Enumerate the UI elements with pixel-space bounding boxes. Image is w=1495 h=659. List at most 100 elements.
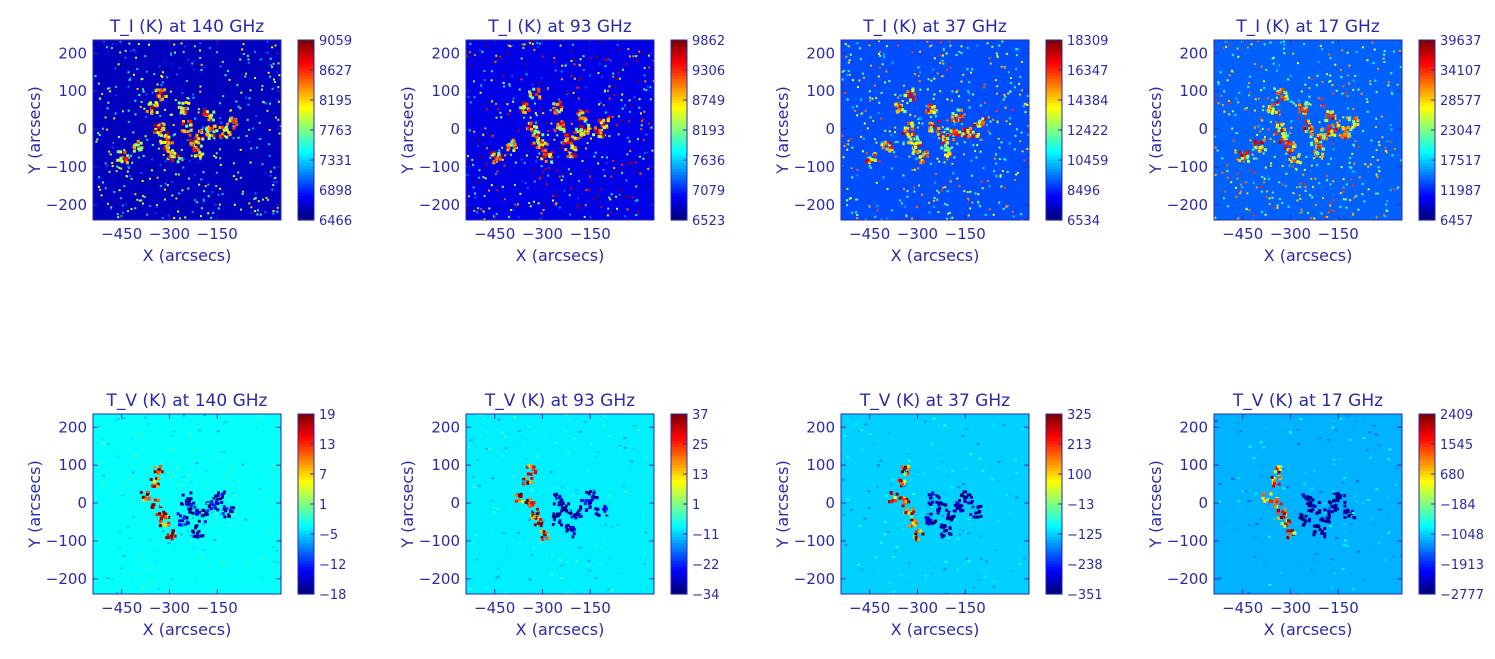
heatmap-pixel [930,79,933,82]
heatmap-pixel [855,211,857,214]
heatmap-pixel [652,80,654,83]
heatmap-pixel [203,200,205,203]
heatmap-pixel [919,161,923,165]
heatmap-pixel [1328,525,1332,527]
heatmap-pixel [275,463,279,466]
heatmap-pixel [1384,215,1387,218]
heatmap-pixel [850,138,853,141]
heatmap-pixel [510,140,514,144]
colorbar-segment [1046,142,1062,146]
heatmap-pixel [242,190,244,193]
heatmap-pixel [929,503,933,506]
heatmap-pixel [483,79,486,81]
heatmap-pixel [999,174,1002,177]
heatmap-pixel [589,175,592,178]
heatmap-pixel [898,496,902,500]
heatmap-pixel [945,52,948,55]
heatmap-pixel [961,435,965,437]
heatmap-pixel [1375,488,1379,491]
heatmap-pixel [149,177,151,180]
heatmap-pixel [1329,57,1332,60]
heatmap-pixel [192,535,196,538]
heatmap-pixel [645,133,648,136]
heatmap-pixel [846,44,849,47]
heatmap-pixel [569,155,573,159]
heatmap-pixel [1389,189,1392,192]
heatmap-pixel [1310,164,1313,167]
heatmap-pixel [1284,513,1287,517]
heatmap-pixel [934,173,937,176]
heatmap-pixel [536,134,540,138]
heatmap-pixel [197,108,200,111]
colorbar-segment [1046,429,1062,433]
heatmap-pixel [989,132,991,135]
heatmap-pixel [1383,61,1386,63]
heatmap-pixel [534,127,537,130]
heatmap-pixel [523,111,527,115]
heatmap-pixel [512,209,515,211]
heatmap-pixel [181,101,185,105]
heatmap-pixel [880,218,883,220]
heatmap-pixel [976,442,980,445]
colorbar-segment [671,103,687,107]
colorbar-segment [298,112,314,116]
heatmap-pixel [564,133,567,137]
colorbar-segment [671,88,687,92]
heatmap-pixel [847,139,850,142]
heatmap-pixel [621,68,624,71]
heatmap-pixel [1387,84,1390,87]
colorbar-segment [1046,73,1062,77]
heatmap-pixel [992,580,996,583]
heatmap-pixel [959,494,963,497]
heatmap-pixel [1388,448,1392,451]
y-tick-label: −200 [1167,570,1208,588]
heatmap-pixel [956,133,960,137]
heatmap-pixel [498,157,502,161]
heatmap-pixel [254,77,257,79]
heatmap-pixel [198,155,202,159]
heatmap-pixel [1264,427,1268,430]
heatmap-pixel [1356,480,1359,483]
colorbar-tick-label: 1 [692,498,700,513]
heatmap-pixel [1318,182,1321,185]
heatmap-pixel [1263,80,1265,83]
heatmap-pixel [195,201,198,203]
heatmap-pixel [202,125,205,128]
heatmap-pixel [163,140,167,144]
heatmap-pixel [485,45,488,48]
heatmap-pixel [1238,91,1241,94]
colorbar-segment [1419,157,1435,161]
colorbar-tick-label: 8193 [692,124,725,139]
heatmap-pixel [626,136,629,139]
heatmap-pixel [196,512,199,516]
heatmap-pixel [1218,483,1222,486]
heatmap-pixel [170,434,174,437]
colorbar-tick-label: 23047 [1440,124,1481,139]
heatmap-pixel [971,130,975,134]
heatmap-pixel [561,502,565,505]
colorbar-segment [1419,528,1435,532]
heatmap-pixel [927,493,931,497]
heatmap-pixel [1292,192,1295,195]
heatmap-pixel [594,151,597,154]
heatmap-pixel [1263,499,1267,503]
heatmap-pixel [199,49,201,52]
heatmap-pixel [507,113,510,116]
heatmap-pixel [1315,204,1317,206]
heatmap-pixel [557,98,560,101]
heatmap-pixel [1375,149,1378,152]
colorbar-segment [1419,504,1435,508]
heatmap-pixel [553,56,556,59]
heatmap-pixel [568,509,571,512]
heatmap-pixel [997,460,1001,463]
heatmap-pixel [964,467,968,470]
heatmap-pixel [604,111,607,114]
heatmap-pixel [173,43,176,46]
heatmap-pixel [1309,193,1312,196]
heatmap-pixel [1009,90,1012,93]
heatmap-pixel [627,48,630,51]
heatmap-pixel [257,200,260,203]
heatmap-pixel [1222,47,1225,49]
colorbar-segment [671,453,687,457]
heatmap-pixel [907,511,911,515]
